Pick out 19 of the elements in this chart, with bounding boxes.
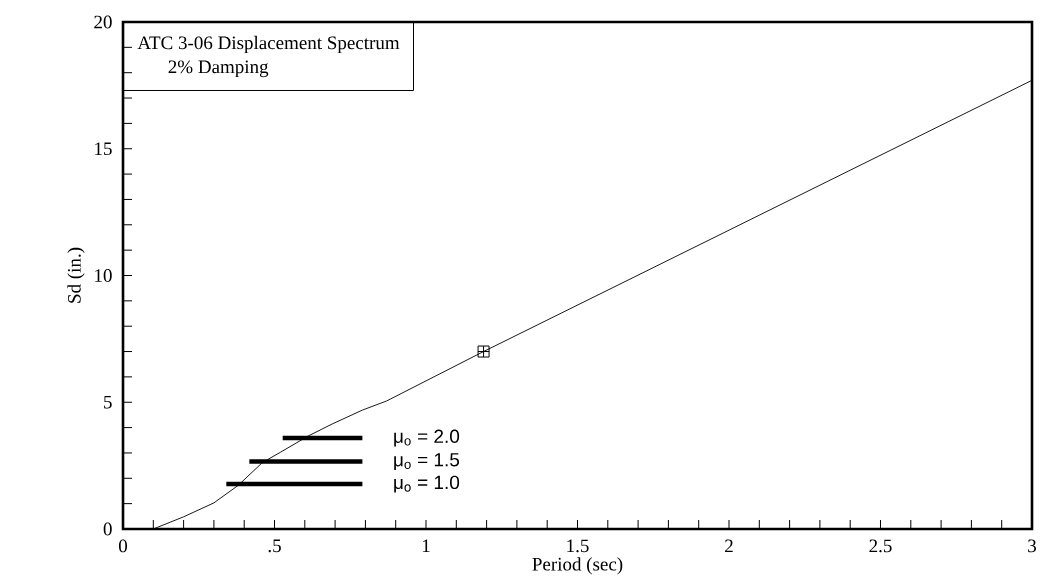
series-label: μ$_{o}$ = 1.5: [394, 453, 460, 470]
y-tick-label: 15: [95, 142, 112, 156]
x-tick-label: 2.5: [869, 539, 892, 553]
y-axis-title: Sd (in.): [67, 247, 85, 303]
x-tick-label: 2: [725, 539, 733, 553]
y-tick-label: 5: [104, 395, 112, 409]
series-label: μ$_{o}$ = 1.0: [394, 475, 460, 493]
text: 2% Damping: [168, 60, 269, 78]
x-tick-label: .5: [268, 539, 281, 553]
x-tick-label: 1.5: [567, 539, 589, 553]
x-tick-label: 1: [422, 539, 430, 553]
text: ATC 3-06 Displacement Spectrum: [137, 35, 400, 54]
y-tick-label: 0: [103, 522, 112, 536]
series-label: μ$_{o}$ = 2.0: [394, 429, 460, 447]
y-tick-label: 10: [95, 269, 112, 282]
y-tick-label: 20: [94, 15, 112, 29]
x-tick-label: 3: [1028, 539, 1036, 553]
x-tick-label: 0: [118, 539, 128, 553]
x-axis-title: Period (sec): [532, 557, 623, 575]
